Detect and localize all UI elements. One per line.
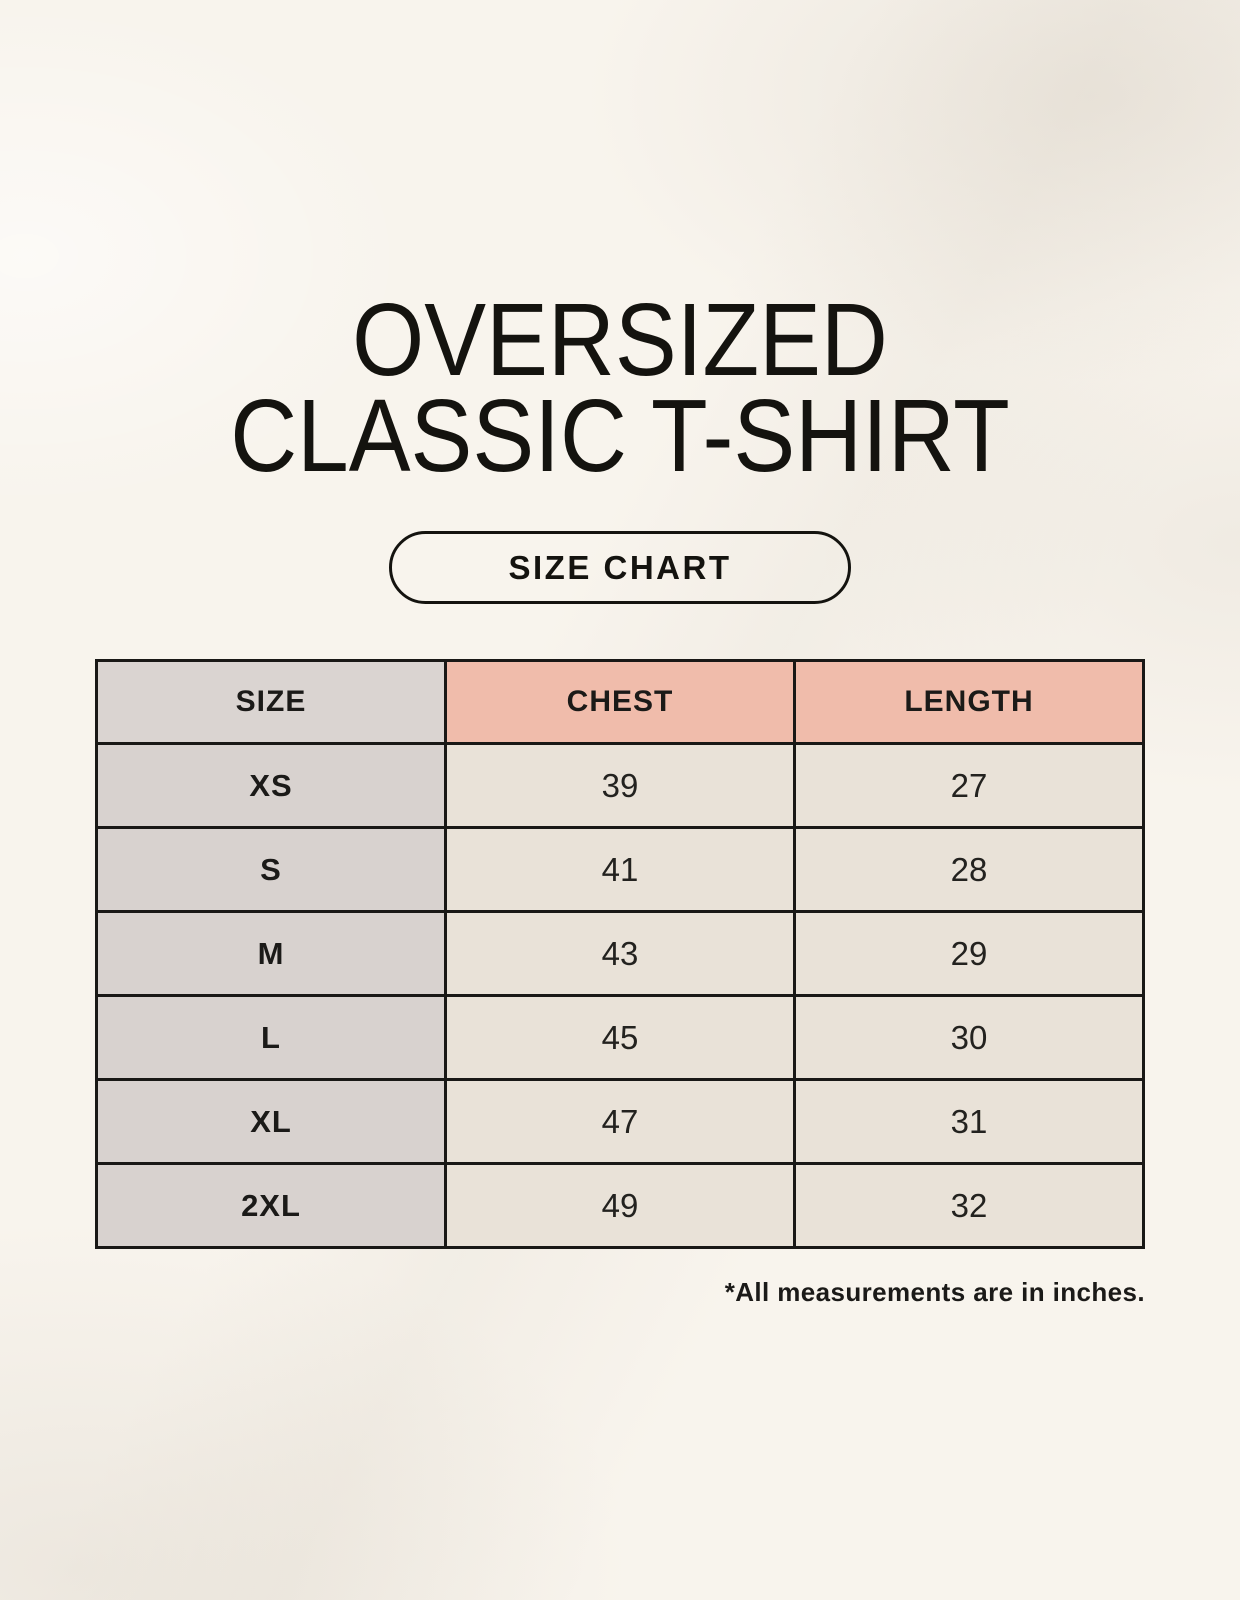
length-value: 31 [793,1078,1145,1165]
table-row-l: L 45 30 [95,994,1145,1081]
size-label: L [95,994,447,1081]
size-label: 2XL [95,1162,447,1249]
chest-value: 39 [444,742,796,829]
size-chart-table: SIZE CHEST LENGTH XS 39 27 S 41 28 M 43 … [95,659,1145,1249]
chest-value: 49 [444,1162,796,1249]
size-label: S [95,826,447,913]
table-row-xl: XL 47 31 [95,1078,1145,1165]
size-label: XL [95,1078,447,1165]
size-label: M [95,910,447,997]
size-label: XS [95,742,447,829]
length-value: 30 [793,994,1145,1081]
length-value: 27 [793,742,1145,829]
length-value: 29 [793,910,1145,997]
table-header-row: SIZE CHEST LENGTH [95,659,1145,745]
table-row-xs: XS 39 27 [95,742,1145,829]
length-value: 28 [793,826,1145,913]
chest-value: 45 [444,994,796,1081]
column-header-size: SIZE [95,659,447,745]
table-row-2xl: 2XL 49 32 [95,1162,1145,1249]
page-title-line-1: OVERSIZED [352,282,888,397]
table-row-m: M 43 29 [95,910,1145,997]
column-header-chest: CHEST [444,659,796,745]
chest-value: 43 [444,910,796,997]
page-title-line-2: CLASSIC T-SHIRT [230,377,1010,493]
size-chart-button[interactable]: SIZE CHART [389,531,851,604]
chest-value: 41 [444,826,796,913]
column-header-length: LENGTH [793,659,1145,745]
page-title: OVERSIZED CLASSIC T-SHIRT [62,282,1178,493]
length-value: 32 [793,1162,1145,1249]
table-row-s: S 41 28 [95,826,1145,913]
chest-value: 47 [444,1078,796,1165]
measurements-footnote: *All measurements are in inches. [724,1277,1145,1307]
